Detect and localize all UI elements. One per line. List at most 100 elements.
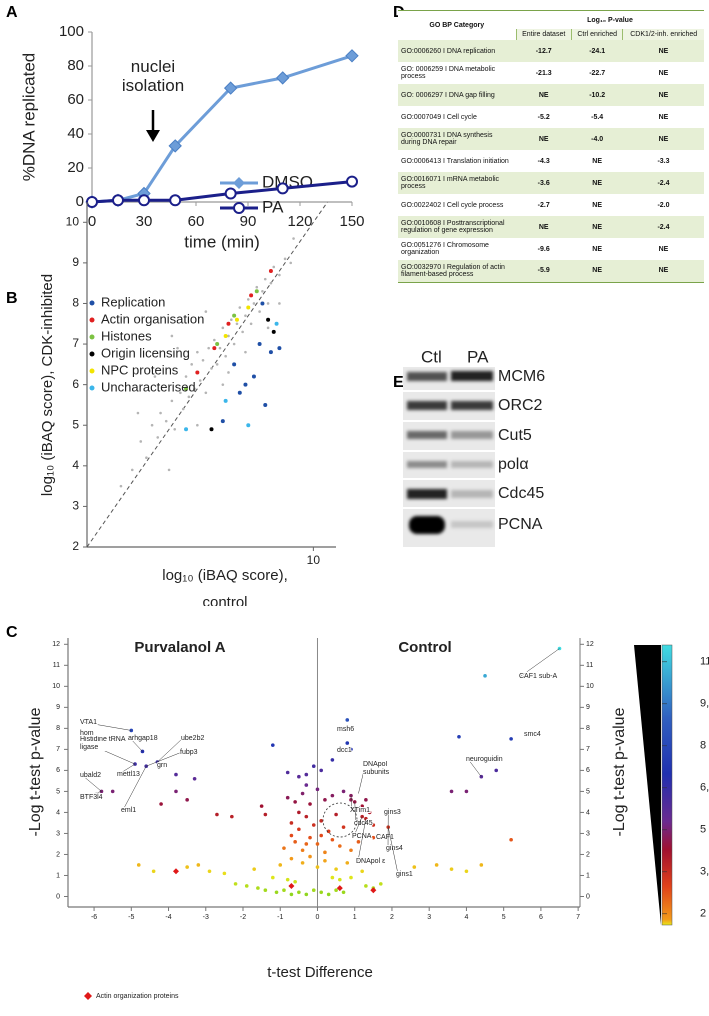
legend-marker (89, 385, 95, 391)
group-label: Purvalanol A (134, 639, 225, 656)
legend-marker (233, 202, 245, 214)
color-bar-label: 3,5 (700, 866, 709, 878)
point (159, 411, 162, 415)
point (297, 827, 301, 832)
value-cell: -2.4 (657, 223, 670, 231)
strip-gaps (403, 390, 495, 509)
point (184, 375, 188, 378)
point (479, 863, 484, 867)
leader-line (357, 818, 367, 862)
category-cell: GO:0000731 I DNA synthesis during DNA re… (401, 132, 493, 146)
annotation: CAF1 (376, 834, 394, 841)
point (184, 427, 189, 432)
color-bar-label: 2 (700, 908, 706, 920)
protein-label: Cdc45 (498, 485, 544, 502)
y-tick-label: 5 (56, 788, 60, 795)
table-body: GO:0006260 I DNA replication -12.7 -24.1 NE… (398, 40, 704, 283)
point (227, 334, 230, 338)
x-tick-label: 10 (307, 553, 321, 567)
point (192, 777, 197, 781)
point (293, 800, 297, 804)
marker (169, 194, 182, 207)
table-row: GO: 0006259 I DNA metabolic process -21.3… (398, 62, 704, 84)
point (293, 840, 297, 844)
point (213, 338, 216, 342)
table-row: GO:0051276 I Chromosome organization -9.6… (398, 238, 704, 260)
y-tick-label: 11 (586, 662, 593, 669)
point (297, 810, 301, 815)
marker (86, 196, 98, 208)
point (315, 842, 320, 846)
point (311, 764, 316, 768)
y-tick-label: 6 (56, 767, 60, 774)
y-tick-label: 20 (67, 159, 84, 176)
point (204, 310, 208, 313)
point (315, 865, 320, 869)
legend-marker (89, 351, 95, 357)
legend-label: Histones (101, 328, 152, 343)
point (185, 865, 189, 869)
y-tick-label: 7 (56, 746, 60, 753)
x-tick-label: 0 (316, 914, 320, 921)
annotation: DNApol ε (356, 858, 385, 865)
category-cell: GO:0010608 I Posttranscriptional regulat… (401, 220, 505, 234)
point (285, 770, 290, 775)
point (371, 835, 376, 840)
leader-line (353, 816, 363, 837)
band (451, 521, 493, 528)
panel-label: C (6, 624, 18, 641)
annotation: eml1 (121, 807, 136, 814)
legend-label: NPC proteins (101, 362, 179, 377)
point (311, 888, 316, 892)
band (407, 401, 447, 410)
point (187, 395, 191, 399)
point (338, 844, 342, 848)
y-tick-label: 10 (52, 683, 60, 690)
value-cell: NE (658, 69, 669, 77)
point (252, 302, 256, 305)
color-bar-label: 9,5 (700, 698, 709, 710)
go-table: GO BP Category Log₁₀ P-value Entire data… (398, 10, 704, 283)
y-tick-label: 9 (72, 255, 79, 269)
point (181, 407, 185, 411)
value-cell: NE (592, 245, 603, 253)
point (289, 821, 294, 825)
leader-line (118, 763, 136, 775)
header-column: Ctrl enriched (570, 29, 623, 40)
leader-line (387, 827, 399, 875)
point (285, 795, 290, 800)
diagonal (86, 201, 328, 548)
value-cell: -2.0 (657, 201, 670, 209)
value-cell: NE (622, 260, 704, 283)
x-tick-label: 60 (188, 213, 205, 230)
annotation: fubp3 (180, 749, 198, 756)
point (282, 846, 286, 850)
point (266, 302, 270, 305)
highlight-point (288, 882, 295, 889)
annotation: CAF1 sub-A (519, 673, 557, 680)
point (204, 391, 208, 395)
y-tick-label: 3 (586, 830, 590, 837)
y-tick-label: 7 (586, 746, 590, 753)
value-cell: -5.2 (537, 113, 550, 121)
point (234, 317, 239, 322)
point (260, 301, 265, 306)
point (364, 798, 368, 802)
point (293, 879, 297, 884)
point (271, 743, 275, 747)
y-tick-label: 1 (56, 872, 60, 879)
y-tick-label: 5 (72, 417, 79, 431)
point (341, 825, 346, 829)
x-tick-label: 0 (88, 213, 96, 230)
y-axis-label: log₁₀ (iBAQ score), CDK-inhibited (39, 274, 56, 496)
point (278, 273, 281, 277)
annotation: neuroguidin (466, 756, 503, 763)
point (258, 310, 261, 313)
lane-label: PA (467, 347, 489, 366)
legend-marker (89, 334, 95, 340)
highlight-point (370, 887, 377, 894)
color-bar-label: 8 (700, 740, 706, 752)
point (304, 772, 309, 777)
point (150, 423, 154, 427)
y-axis-label: %DNA replicated (19, 53, 38, 182)
